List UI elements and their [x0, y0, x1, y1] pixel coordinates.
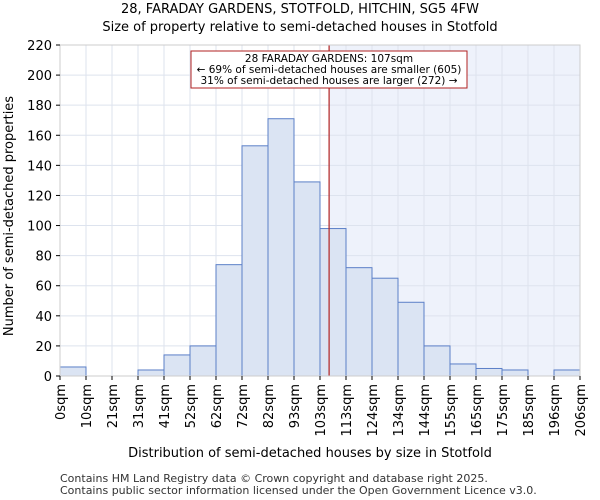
y-tick-labels: 0 20 40 60 80 100 120 140 160 180 200 220: [27, 39, 60, 385]
y-tick-label: 40: [35, 310, 52, 325]
bar: [138, 370, 164, 376]
annotation-box: 28 FARADAY GARDENS: 107sqm ← 69% of semi…: [191, 51, 467, 88]
y-tick-label: 60: [35, 280, 52, 295]
x-tick-label: 93sqm: [288, 384, 303, 428]
chart-title: 28, FARADAY GARDENS, STOTFOLD, HITCHIN, …: [121, 2, 479, 17]
y-tick-label: 220: [27, 39, 52, 54]
chart-subtitle: Size of property relative to semi-detach…: [102, 20, 497, 35]
bar: [554, 370, 580, 376]
x-tick-label: 10sqm: [80, 384, 95, 428]
x-tick-label: 82sqm: [262, 384, 277, 428]
bar: [320, 229, 346, 376]
x-tick-label: 144sqm: [418, 384, 433, 437]
bar: [502, 370, 528, 376]
footer-line-2: Contains public sector information licen…: [60, 484, 537, 497]
x-tick-label: 185sqm: [522, 384, 537, 437]
bar: [60, 367, 86, 376]
x-tick-label: 72sqm: [236, 384, 251, 428]
y-tick-label: 100: [27, 220, 52, 235]
bar: [372, 278, 398, 376]
x-axis-label: Distribution of semi-detached houses by …: [128, 446, 492, 461]
y-tick-label: 20: [35, 340, 52, 355]
bar: [476, 368, 502, 376]
y-tick-label: 180: [27, 99, 52, 114]
x-tick-label: 103sqm: [314, 384, 329, 437]
histogram-chart: 28, FARADAY GARDENS, STOTFOLD, HITCHIN, …: [0, 0, 600, 500]
y-tick-label: 80: [35, 250, 52, 265]
bar: [268, 119, 294, 376]
bar: [346, 268, 372, 376]
x-tick-label: 124sqm: [366, 384, 381, 437]
x-tick-label: 52sqm: [184, 384, 199, 428]
x-tick-label: 175sqm: [496, 384, 511, 437]
x-tick-labels: 0sqm 10sqm 21sqm 31sqm 41sqm 52sqm 62sqm 72sqm 8…: [54, 376, 589, 437]
y-tick-label: 120: [27, 189, 52, 204]
y-tick-label: 140: [27, 159, 52, 174]
annotation-line-3: 31% of semi-detached houses are larger (…: [201, 75, 458, 87]
bar: [242, 146, 268, 376]
bar: [450, 364, 476, 376]
x-tick-label: 196sqm: [548, 384, 563, 437]
x-tick-label: 0sqm: [54, 384, 69, 420]
x-tick-label: 206sqm: [574, 384, 589, 437]
y-tick-label: 160: [27, 129, 52, 144]
bar: [216, 265, 242, 376]
y-tick-label: 200: [27, 69, 52, 84]
x-tick-label: 165sqm: [470, 384, 485, 437]
bar: [190, 346, 216, 376]
x-tick-label: 41sqm: [158, 384, 173, 428]
bar: [398, 302, 424, 376]
bar: [294, 182, 320, 376]
x-tick-label: 155sqm: [444, 384, 459, 437]
x-tick-label: 113sqm: [340, 384, 355, 437]
y-axis-label: Number of semi-detached properties: [2, 96, 17, 336]
y-tick-label: 0: [44, 370, 52, 385]
bar: [164, 355, 190, 376]
x-tick-label: 31sqm: [132, 384, 147, 428]
x-tick-label: 62sqm: [210, 384, 225, 428]
x-tick-label: 21sqm: [106, 384, 121, 428]
bar: [424, 346, 450, 376]
x-tick-label: 134sqm: [392, 384, 407, 437]
